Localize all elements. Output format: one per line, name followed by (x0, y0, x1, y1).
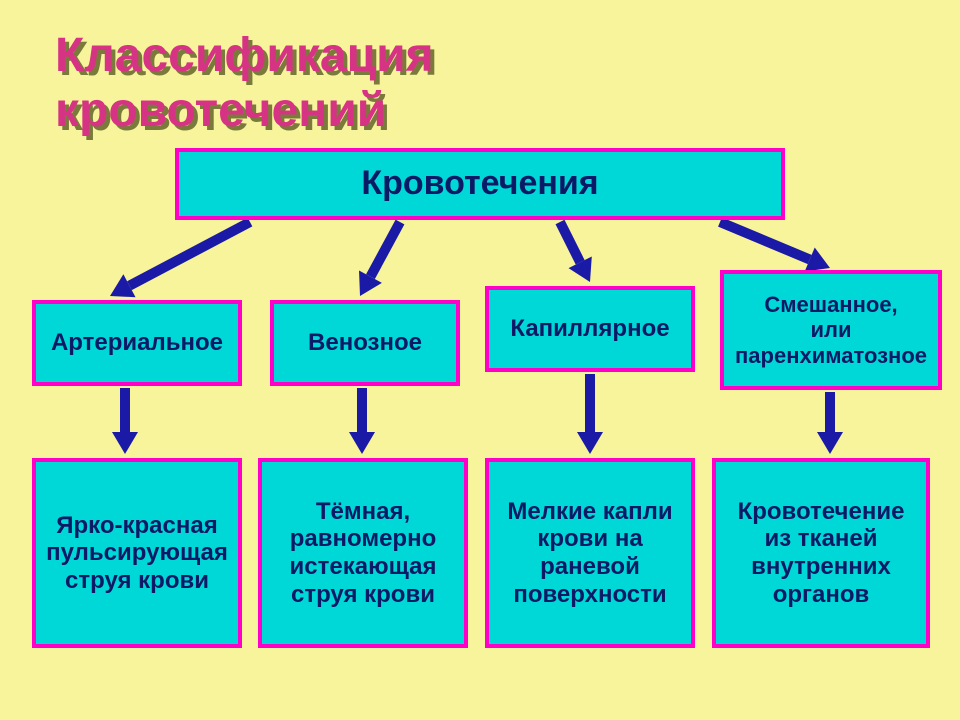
slide-title: Классификация кровотечений (55, 28, 434, 138)
type-box-capillary: Капиллярное (485, 286, 695, 372)
slide: Классификация кровотечений Классификация… (0, 0, 960, 720)
type-label: Венозное (308, 329, 422, 357)
type-box-venous: Венозное (270, 300, 460, 386)
type-label: Смешанное, или паренхиматозное (735, 292, 927, 368)
desc-label: Тёмная, равномерно истекающая струя кров… (290, 498, 437, 608)
type-box-arterial: Артериальное (32, 300, 242, 386)
desc-box-mixed: Кровотечение из тканей внутренних органо… (712, 458, 930, 648)
type-box-mixed: Смешанное, или паренхиматозное (720, 270, 942, 390)
root-box: Кровотечения (175, 148, 785, 220)
desc-label: Ярко-красная пульсирующая струя крови (46, 512, 228, 595)
desc-box-arterial: Ярко-красная пульсирующая струя крови (32, 458, 242, 648)
desc-box-capillary: Мелкие капли крови на раневой поверхност… (485, 458, 695, 648)
desc-label: Мелкие капли крови на раневой поверхност… (507, 498, 672, 608)
type-label: Артериальное (51, 329, 223, 357)
root-label: Кровотечения (361, 164, 598, 203)
desc-label: Кровотечение из тканей внутренних органо… (738, 498, 905, 608)
type-label: Капиллярное (510, 315, 669, 343)
desc-box-venous: Тёмная, равномерно истекающая струя кров… (258, 458, 468, 648)
